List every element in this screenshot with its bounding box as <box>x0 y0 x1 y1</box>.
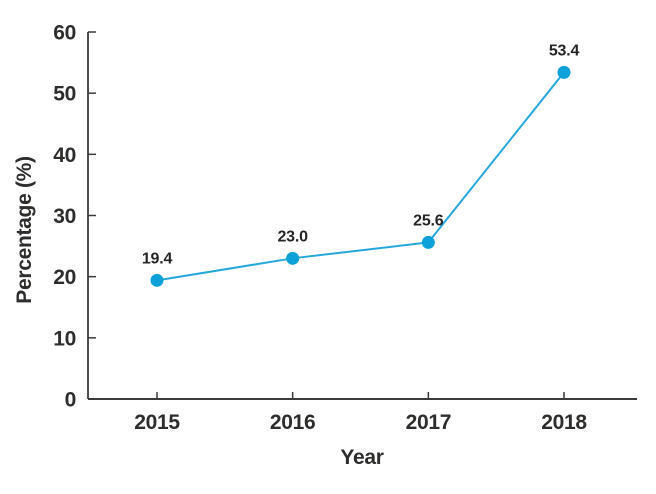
y-tick-label: 50 <box>53 83 76 106</box>
x-tick-label: 2015 <box>134 411 180 434</box>
y-tick-label: 30 <box>53 205 76 228</box>
y-tick-label: 20 <box>53 266 76 289</box>
data-point <box>421 235 435 249</box>
chart-plot-area: 0 10 20 30 40 50 60 2015 2016 2017 2018 19.4 23.0 25.… <box>53 22 637 434</box>
y-axis-title: Percentage (%) <box>13 156 36 304</box>
data-point-label: 23.0 <box>277 228 308 245</box>
y-tick-label: 0 <box>65 389 76 412</box>
y-tick-label: 10 <box>53 327 76 350</box>
data-point <box>286 251 300 265</box>
data-point <box>557 65 571 79</box>
x-axis-title: Year <box>340 446 383 469</box>
data-point <box>150 273 164 287</box>
x-tick-label: 2016 <box>270 411 316 434</box>
y-tick-label: 60 <box>53 22 76 45</box>
x-tick-label: 2017 <box>406 411 452 434</box>
data-line <box>156 71 565 282</box>
x-tick-label: 2018 <box>541 411 587 434</box>
data-point-label: 53.4 <box>549 42 580 59</box>
data-point-label: 25.6 <box>413 212 444 229</box>
data-point-label: 19.4 <box>142 250 173 267</box>
y-tick-label: 40 <box>53 144 76 167</box>
